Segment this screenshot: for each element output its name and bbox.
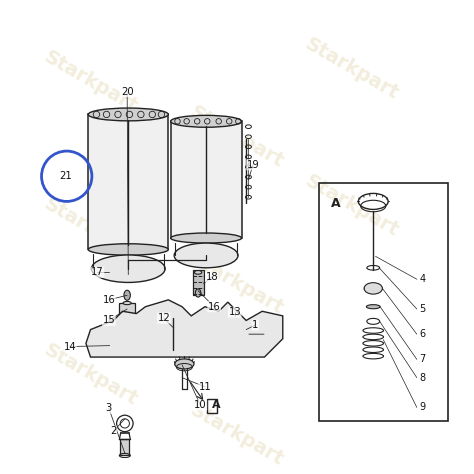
Text: 4: 4	[419, 274, 426, 284]
Ellipse shape	[195, 289, 201, 297]
Ellipse shape	[366, 305, 380, 309]
Ellipse shape	[174, 243, 238, 268]
Text: 5: 5	[419, 304, 426, 314]
Ellipse shape	[88, 108, 168, 121]
Text: 16: 16	[208, 302, 220, 312]
Text: 3: 3	[106, 403, 112, 413]
Polygon shape	[86, 300, 283, 357]
Text: Starkpart: Starkpart	[187, 401, 287, 469]
Ellipse shape	[117, 263, 133, 282]
Text: 8: 8	[419, 373, 426, 383]
Bar	[88, 114, 168, 249]
Text: 21: 21	[59, 171, 72, 181]
Text: 1: 1	[252, 320, 258, 330]
Text: Starkpart: Starkpart	[40, 48, 141, 117]
Ellipse shape	[123, 301, 131, 305]
Text: 14: 14	[64, 342, 76, 352]
Ellipse shape	[91, 255, 165, 283]
Text: 16: 16	[102, 295, 115, 305]
Text: Starkpart: Starkpart	[187, 249, 287, 319]
Bar	[207, 399, 217, 413]
Text: Starkpart: Starkpart	[40, 194, 141, 264]
Text: Starkpart: Starkpart	[187, 103, 287, 172]
Text: A: A	[212, 400, 220, 410]
Ellipse shape	[124, 290, 130, 301]
Ellipse shape	[175, 359, 194, 369]
Text: A: A	[331, 197, 340, 210]
Text: Starkpart: Starkpart	[301, 172, 401, 240]
Text: Starkpart: Starkpart	[301, 34, 401, 103]
Text: 9: 9	[419, 402, 426, 412]
Ellipse shape	[364, 283, 383, 294]
Text: 12: 12	[157, 313, 170, 323]
Bar	[192, 270, 203, 295]
Bar	[171, 121, 242, 238]
Text: 10: 10	[194, 400, 207, 410]
Ellipse shape	[171, 233, 242, 243]
Bar	[119, 303, 136, 316]
Text: 15: 15	[102, 315, 115, 326]
Ellipse shape	[171, 115, 242, 127]
Text: 2: 2	[110, 426, 117, 436]
Ellipse shape	[118, 262, 131, 273]
Text: 13: 13	[228, 307, 241, 317]
Text: 17: 17	[91, 267, 104, 277]
Ellipse shape	[194, 271, 202, 274]
Bar	[120, 439, 129, 456]
Text: 7: 7	[419, 355, 426, 365]
Bar	[319, 183, 447, 421]
Text: Starkpart: Starkpart	[40, 341, 141, 410]
Text: 6: 6	[419, 329, 426, 339]
Text: 20: 20	[121, 87, 134, 97]
Text: 11: 11	[199, 382, 211, 392]
Text: 19: 19	[246, 160, 259, 170]
Text: 18: 18	[206, 272, 218, 282]
Ellipse shape	[88, 244, 168, 255]
